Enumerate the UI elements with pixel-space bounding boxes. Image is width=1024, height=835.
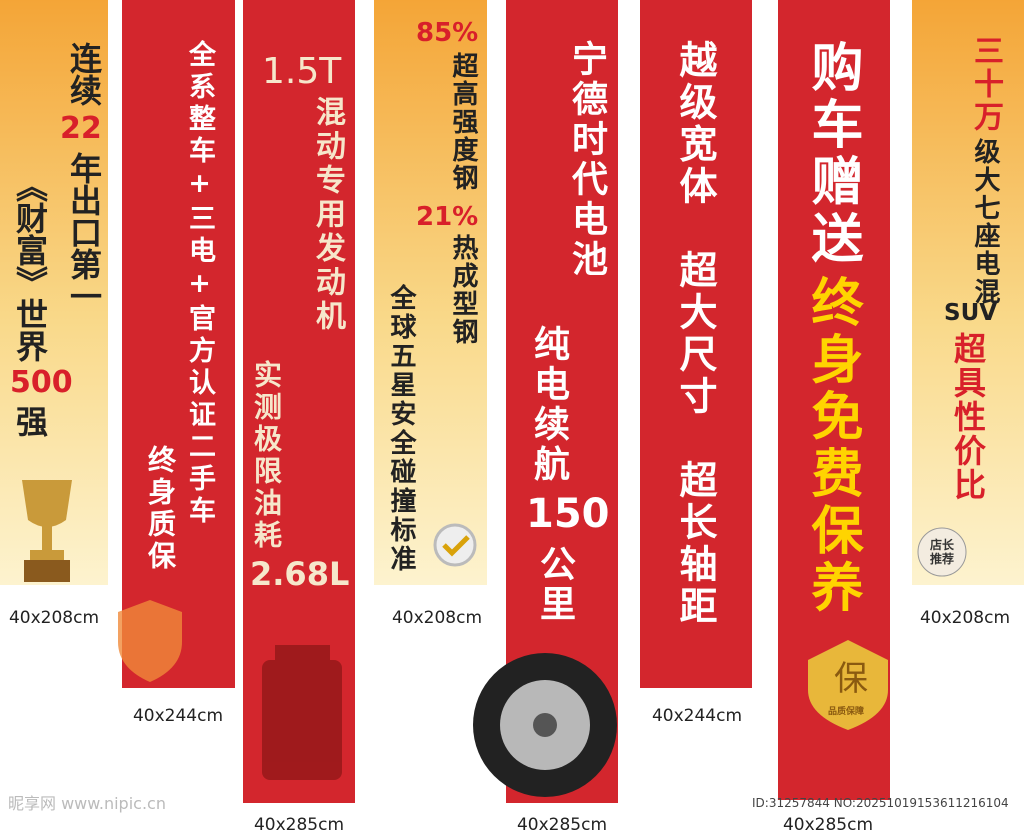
badge-text: 店长推荐 [929,538,954,566]
text: 超高强度钢 [448,52,478,192]
badge-shield [808,640,888,730]
text: 强 [11,405,49,437]
badge-text: 保 [834,659,868,699]
tire [473,653,617,797]
text: 热成型钢 [448,234,478,346]
text: 终身质保 [144,445,177,573]
text: 终身免费保养 [802,275,862,617]
size-label: 40x285cm [516,815,608,835]
text: 越级宽体 [673,40,717,208]
text: 宁德时代电池 [566,40,607,280]
text: 连续 [65,42,103,106]
text: 全系整车+三电+官方认证二手车 [184,40,215,528]
watermark-id: ID:31257844 NO:20251019153611216104 [752,796,1009,810]
text: 超长轴距 [673,460,717,628]
text: 500 [10,365,73,400]
text: 22 [60,111,102,146]
text: 150 [526,491,610,537]
size-label: 40x208cm [919,608,1011,628]
text: 超具性价比 [949,332,987,502]
badge-circle [917,527,967,577]
text: 85% [416,18,479,48]
text: 实测极限油耗 [250,360,283,552]
text: 《财富》世界 [11,170,49,362]
text: 三十万 [968,35,1003,134]
banner [912,0,1024,585]
size-label: 40x244cm [132,706,224,726]
size-label: 40x285cm [253,815,345,835]
watermark: 昵享网 www.nipic.cn [8,794,166,813]
text: 纯电续航 [528,325,569,485]
check-badge [433,523,477,567]
banner [374,0,487,585]
badge-text: 品质保障 [828,707,865,717]
trophy [22,480,72,582]
text: 公里 [534,545,575,625]
engine [262,645,342,780]
shield [118,600,182,682]
text: 级大七座电混 [970,138,1000,306]
size-label: 40x244cm [651,706,743,726]
text: 混动专用发动机 [310,96,345,334]
text: 21% [416,202,479,232]
check [442,535,470,557]
size-label: 40x208cm [391,608,483,628]
text: SUV [944,300,998,326]
text: 1.5T [262,51,342,92]
text: 全球五星安全碰撞标准 [386,284,416,574]
text: 超大尺寸 [673,250,717,418]
banner [122,0,235,688]
size-label: 40x208cm [8,608,100,628]
text: 2.68L [250,555,350,593]
text: 购车赠送 [802,40,862,268]
banner [640,0,752,688]
text: 年出口第一 [65,152,103,312]
size-label: 40x285cm [782,815,874,835]
